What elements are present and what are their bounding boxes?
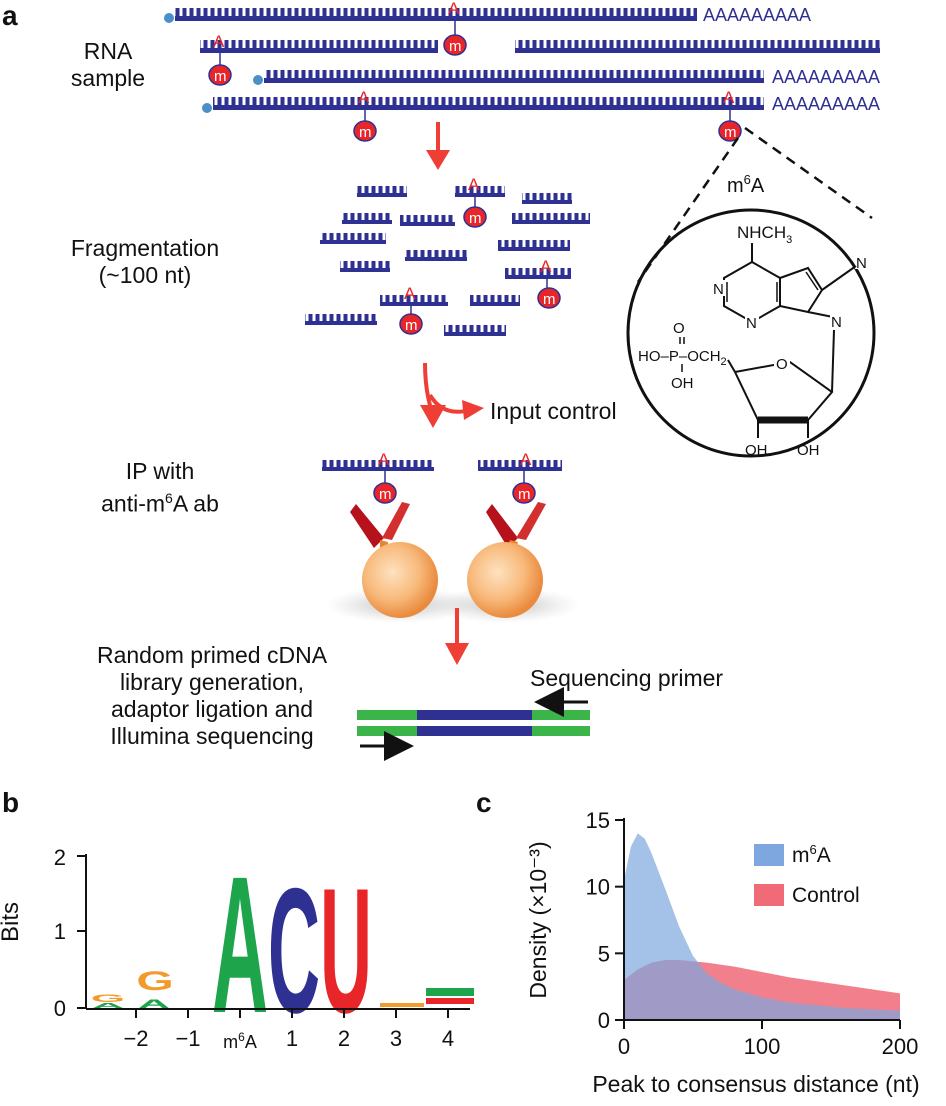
o-atom: O	[673, 320, 685, 337]
logo-ytick: 0	[54, 996, 66, 1021]
adenosine-letter: A	[358, 88, 370, 107]
adenosine-letter: A	[723, 88, 735, 107]
nhch3-label: NHCH3	[737, 223, 792, 246]
adenosine-letter: A	[213, 32, 225, 51]
bead-right	[467, 542, 543, 618]
poly-a-tail: AAAAAAAAA	[772, 94, 880, 114]
logo-xtick: 2	[338, 1026, 350, 1051]
adenosine-letter: A	[520, 450, 532, 469]
sequencing-construct	[357, 702, 590, 746]
methyl-letter: m	[724, 124, 737, 141]
chart-legend: m6A Control	[754, 842, 860, 907]
logo-letter: G	[136, 967, 173, 996]
methyl-letter: m	[449, 38, 462, 55]
adenosine-letter: A	[468, 175, 480, 194]
cap-dot	[253, 75, 263, 85]
zoom-line-right	[745, 128, 872, 218]
chart-xtick-label: 100	[744, 1034, 781, 1059]
chart-xtick-label: 200	[882, 1034, 919, 1059]
m6a-molecule: m6A NHCH3 N N N N O OH OH O HO	[628, 172, 874, 459]
methyl-letter: m	[379, 486, 392, 503]
methyl-letter: m	[469, 210, 482, 227]
oh-group: OH	[671, 375, 694, 392]
chart-ytick-label: 0	[598, 1008, 610, 1033]
logo-xtick: 3	[390, 1026, 402, 1051]
chart-ytick-label: 10	[586, 875, 610, 900]
cap-dot	[164, 13, 174, 23]
rna-strand-4: AAAAAAAAA A m A m	[202, 88, 880, 141]
logo-xtick: −2	[123, 1026, 148, 1051]
logo-ylabel: Bits	[0, 902, 24, 942]
logo-ytick: 1	[54, 919, 66, 944]
methyl-letter: m	[405, 317, 418, 334]
o-atom: O	[776, 356, 788, 373]
panel-c-chart: 0 5 10 15 0 100 200 Density (×10⁻³) Peak to co…	[476, 790, 946, 1106]
legend-swatch-control	[754, 884, 784, 906]
chart-ytick-label: 5	[598, 941, 610, 966]
legend-swatch-m6a	[754, 844, 784, 866]
oh-group: OH	[745, 442, 768, 459]
chart-ylabel: Density (×10⁻³)	[525, 841, 551, 998]
legend-label-control: Control	[792, 884, 860, 907]
adenosine-letter: A	[404, 284, 416, 303]
chart-xtick-label: 0	[618, 1034, 630, 1059]
rna-strand-3: AAAAAAAAA	[253, 67, 880, 87]
bead-left	[362, 542, 438, 618]
poly-a-tail: AAAAAAAAA	[703, 5, 811, 25]
logo-xtick: 4	[442, 1026, 454, 1051]
m6a-title: m6A	[727, 172, 765, 197]
n-atom: N	[856, 255, 867, 272]
methyl-letter: m	[359, 124, 372, 141]
adenosine-letter: A	[540, 257, 552, 276]
n-atom: N	[713, 281, 724, 298]
fragments: A m A m A m	[305, 175, 590, 336]
methyl-letter: m	[214, 68, 227, 85]
chart-xlabel: Peak to consensus distance (nt)	[592, 1071, 919, 1097]
logo-letter-u: U	[320, 851, 372, 1050]
legend-label-m6a: m6A	[792, 842, 831, 867]
ip-complex-right: A m	[430, 450, 580, 623]
arrow-down-1	[426, 122, 450, 170]
panel-b-logo: Bits 2 1 0 G A G A A C U −2 −1 m6A 1 2 3…	[0, 790, 476, 1106]
logo-letter-c: C	[268, 851, 320, 1050]
n-atom: N	[746, 315, 757, 332]
arrow-split	[420, 363, 484, 428]
chart-ytick-label: 15	[586, 808, 610, 833]
poly-a-tail: AAAAAAAAA	[772, 67, 880, 87]
logo-xtick: 1	[286, 1026, 298, 1051]
adenosine-letter: A	[378, 450, 390, 469]
adenosine-letter: A	[448, 0, 460, 18]
methyl-letter: m	[518, 486, 531, 503]
logo-ytick: 2	[54, 845, 66, 870]
methyl-letter: m	[543, 291, 556, 308]
oh-group: OH	[797, 442, 820, 459]
panel-a-diagram: AAAAAAAAA A m A m AAAAAAAAA AAAAAAAAA A …	[0, 0, 946, 790]
logo-xtick: −1	[175, 1026, 200, 1051]
cap-dot	[202, 103, 212, 113]
n-atom: N	[831, 314, 842, 331]
logo-letter-a: A	[212, 837, 268, 1054]
